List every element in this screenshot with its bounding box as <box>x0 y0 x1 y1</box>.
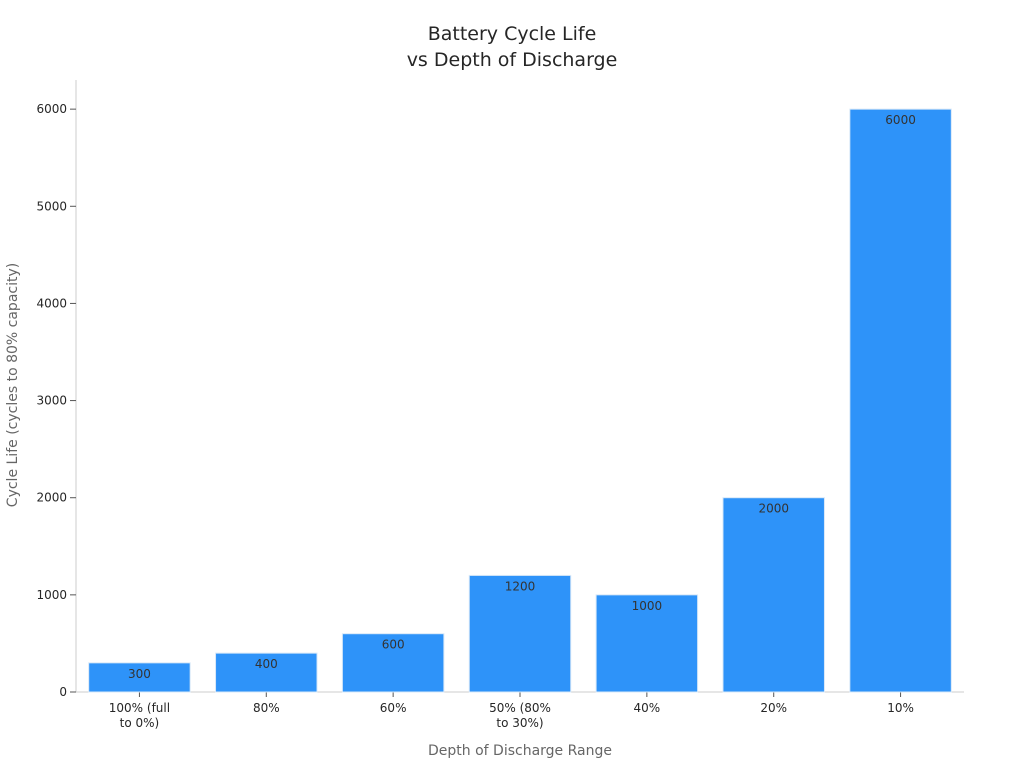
x-tick-label-line: 40% <box>634 701 661 715</box>
bar <box>849 108 952 693</box>
bar <box>468 574 572 693</box>
data-label: 300 <box>128 667 151 681</box>
x-axis: 100% (full to 0%) 80% 60% 50% (80% to 30%) 40%… <box>76 691 964 730</box>
x-tick-label-line: to 0%) <box>120 716 160 730</box>
y-tick-label: 5000 <box>36 199 67 213</box>
y-tick-label: 6000 <box>36 102 67 116</box>
data-labels: 300 400 600 1200 1000 2000 6000 <box>128 113 916 681</box>
chart-title-line: vs Depth of Discharge <box>407 49 618 71</box>
chart-title-line: Battery Cycle Life <box>428 23 597 45</box>
x-tick-label-line: 20% <box>760 701 787 715</box>
bar <box>215 652 318 693</box>
x-tick-label: 80% <box>253 701 280 715</box>
x-tick-label-line: 60% <box>380 701 407 715</box>
x-tick-label: 20% <box>760 701 787 715</box>
data-label: 600 <box>382 638 405 652</box>
y-axis-title: Cycle Life (cycles to 80% capacity) <box>5 263 21 507</box>
data-label: 2000 <box>758 502 789 516</box>
data-label: 1200 <box>505 579 536 593</box>
x-tick-label: 100% (full to 0%) <box>109 701 170 730</box>
data-label: 1000 <box>632 599 663 613</box>
x-tick-label-line: to 30%) <box>496 716 543 730</box>
bar <box>722 497 825 693</box>
bar <box>595 594 699 693</box>
y-tick-label: 1000 <box>36 588 67 602</box>
y-axis: 0 1000 2000 3000 4000 5000 6000 <box>36 80 77 699</box>
x-tick-label: 10% <box>887 701 914 715</box>
x-tick-label: 50% (80% to 30%) <box>489 701 551 730</box>
x-tick-label-line: 10% <box>887 701 914 715</box>
data-label: 400 <box>255 657 278 671</box>
x-tick-label-line: 80% <box>253 701 280 715</box>
y-tick-label: 4000 <box>36 296 67 310</box>
y-tick-label: 2000 <box>36 491 67 505</box>
bar <box>341 633 445 693</box>
data-label: 6000 <box>885 113 916 127</box>
y-tick-label: 3000 <box>36 394 67 408</box>
x-tick-label: 60% <box>380 701 407 715</box>
bar <box>88 662 191 693</box>
x-tick-label: 40% <box>634 701 661 715</box>
x-axis-title: Depth of Discharge Range <box>428 743 612 759</box>
chart-title: Battery Cycle Life vs Depth of Discharge <box>407 23 618 71</box>
y-tick-label: 0 <box>59 685 67 699</box>
bars <box>88 108 952 693</box>
x-tick-label-line: 50% (80% <box>489 701 551 715</box>
x-tick-label-line: 100% (full <box>109 701 170 715</box>
